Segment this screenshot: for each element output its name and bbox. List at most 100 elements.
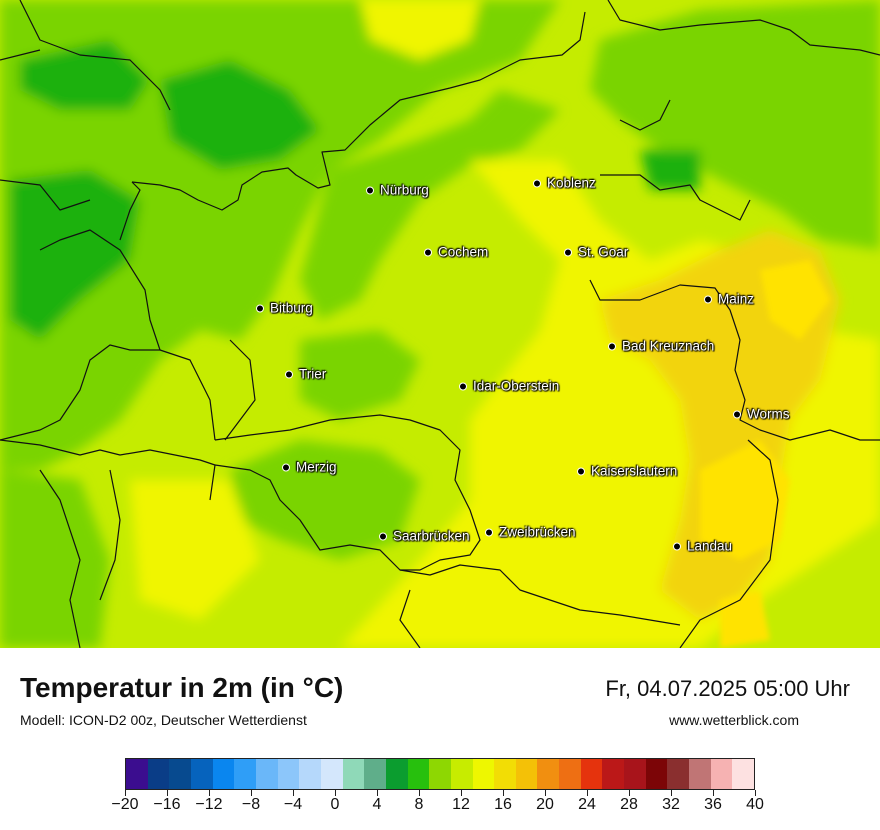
colorbar-tick [713,790,714,796]
city-marker: Saarbrücken [379,529,470,544]
city-marker: Idar-Oberstein [459,379,559,394]
colorbar-tick-label: 40 [746,796,764,813]
colorbar-segment [407,759,430,789]
colorbar-segment [515,759,538,789]
city-label: Kaiserslautern [591,463,678,479]
colorbar-tick [503,790,504,796]
colorbar-segment [710,759,733,789]
colorbar-tick [209,790,210,796]
colorbar-segment [580,759,603,789]
city-dot-icon [459,382,467,390]
city-dot-icon [256,304,264,312]
city-dot-icon [285,370,293,378]
city-marker: Landau [673,539,732,554]
city-label: St. Goar [578,244,629,260]
colorbar-tick [461,790,462,796]
colorbar-segment [450,759,473,789]
colorbar-segment [190,759,213,789]
colorbar-tick [335,790,336,796]
city-label: Nürburg [380,182,429,198]
colorbar-tick-label: −12 [195,796,223,813]
city-marker: Cochem [424,245,488,260]
colorbar-tick [671,790,672,796]
colorbar-segment [126,759,148,789]
colorbar-segment [385,759,408,789]
map-title: Temperatur in 2m (in °C) [20,672,344,703]
city-dot-icon [577,467,585,475]
city-dot-icon [379,532,387,540]
city-dot-icon [424,248,432,256]
colorbar-tick-label: 16 [494,796,512,813]
city-label: Worms [747,406,790,422]
colorbar-tick [755,790,756,796]
city-label: Bitburg [270,300,313,316]
map-footer: Temperatur in 2m (in °C) Modell: ICON-D2… [0,648,880,830]
colorbar-tick [125,790,126,796]
temperature-field [0,0,880,648]
city-marker: Mainz [704,292,754,307]
city-dot-icon [608,342,616,350]
colorbar-tick-label: 0 [330,796,340,813]
city-dot-icon [733,410,741,418]
city-label: Saarbrücken [393,528,470,544]
colorbar-ticks: −20 −16 −12 −8 −4 0 4 8 12 16 20 24 28 32 36 40 [111,790,764,816]
city-label: Cochem [438,244,489,260]
city-marker: Nürburg [366,183,429,198]
colorbar-tick-label: −16 [153,796,181,813]
city-label: Landau [687,538,733,554]
city-marker: Zweibrücken [485,525,576,540]
colorbar-tick-label: 32 [662,796,680,813]
colorbar-tick-label: 24 [578,796,596,813]
colorbar-segment [602,759,625,789]
city-marker: Bitburg [256,301,313,316]
colorbar-segment [732,759,755,789]
city-marker: Kaiserslautern [577,464,677,479]
city-label: Trier [299,366,327,382]
colorbar-segment [147,759,170,789]
colorbar-segment [429,759,451,789]
colorbar-tick-label: 12 [452,796,470,813]
city-dot-icon [366,186,374,194]
colorbar-tick [545,790,546,796]
city-dot-icon [533,179,541,187]
colorbar-segment [277,759,300,789]
colorbar-tick [293,790,294,796]
colorbar-tick-label: 4 [372,796,382,813]
colorbar-segment [212,759,235,789]
city-dot-icon [673,542,681,550]
forecast-datetime: Fr, 04.07.2025 05:00 Uhr [605,676,850,701]
colorbar-segment [494,759,516,789]
colorbar-segment [299,759,321,789]
temperature-colorbar [125,758,755,790]
city-dot-icon [704,295,712,303]
city-marker: Worms [733,407,790,422]
website-link[interactable]: www.wetterblick.com [669,712,799,728]
colorbar-tick [251,790,252,796]
city-dot-icon [564,248,572,256]
city-marker: St. Goar [564,245,628,260]
colorbar-tick [419,790,420,796]
city-dot-icon [282,463,290,471]
colorbar-tick-label: 36 [704,796,722,813]
colorbar-tick-label: −4 [283,796,303,813]
city-label: Merzig [296,459,337,475]
city-marker: Trier [285,367,326,382]
colorbar-segment [645,759,668,789]
colorbar-segment [364,759,386,789]
city-label: Mainz [718,291,755,307]
colorbar-tick-label: −8 [241,796,261,813]
colorbar-tick [587,790,588,796]
city-dot-icon [485,528,493,536]
city-label: Idar-Oberstein [473,378,560,394]
colorbar-tick [377,790,378,796]
colorbar-tick-label: 28 [620,796,638,813]
colorbar-tick [629,790,630,796]
colorbar-segment [342,759,365,789]
city-label: Zweibrücken [499,524,576,540]
colorbar-tick [167,790,168,796]
colorbar-tick-label: 20 [536,796,554,813]
colorbar-segment [559,759,581,789]
city-marker: Bad Kreuznach [608,339,714,354]
colorbar-segment [169,759,191,789]
colorbar-segment [255,759,278,789]
